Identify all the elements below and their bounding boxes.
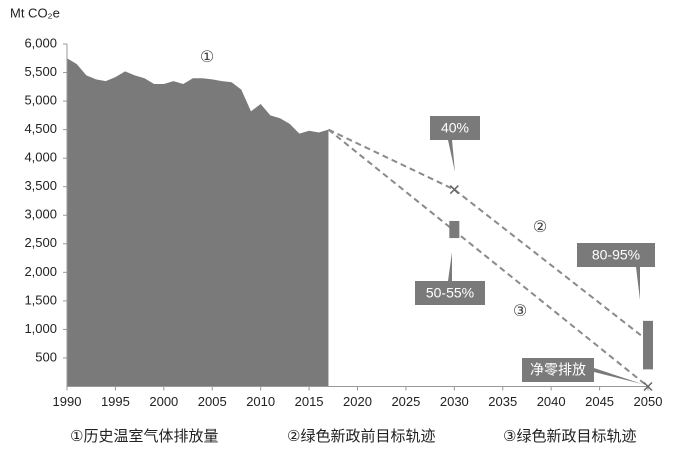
- callout-text: 80-95%: [592, 247, 640, 263]
- y-tick-label: 500: [35, 349, 57, 364]
- x-tick-label: 2035: [488, 394, 517, 409]
- y-tick-label: 2,500: [24, 235, 57, 250]
- callout-pointer: [448, 140, 455, 172]
- x-tick-label: 2015: [295, 394, 324, 409]
- y-tick-label: 5,000: [24, 93, 57, 108]
- x-tick-label: 2025: [391, 394, 420, 409]
- x-tick-label: 2045: [585, 394, 614, 409]
- point-marker: [449, 185, 459, 195]
- point-marker: [643, 381, 653, 392]
- y-tick-label: 1,000: [24, 321, 57, 336]
- x-tick-label: 2030: [440, 394, 469, 409]
- y-tick-label: 4,500: [24, 121, 57, 136]
- y-tick-label: 5,500: [24, 64, 57, 79]
- y-tick-label: 2,000: [24, 264, 57, 279]
- callout-box: [415, 281, 485, 305]
- series-tag: ③: [513, 303, 527, 320]
- x-tick-label: 2040: [537, 394, 566, 409]
- legend-entry: ③绿色新政目标轨迹: [503, 428, 636, 445]
- x-tick-label: 1995: [101, 394, 130, 409]
- callout-box: [522, 358, 594, 382]
- x-tick-label: 2020: [343, 394, 372, 409]
- y-tick-label: 6,000: [24, 35, 57, 50]
- callout-text: 50-55%: [426, 285, 474, 301]
- x-tick-label: 2010: [246, 394, 275, 409]
- series-tag: ②: [533, 219, 547, 236]
- x-tick-label: 2050: [634, 394, 663, 409]
- legend-entry: ①历史温室气体排放量: [70, 428, 218, 445]
- y-axis-label: Mt CO₂e: [10, 5, 60, 20]
- range-bar: [643, 320, 653, 370]
- y-tick-label: 3,500: [24, 178, 57, 193]
- callout-box: [577, 243, 655, 267]
- callout-pointer: [448, 252, 452, 281]
- callout-box: [430, 116, 480, 140]
- y-tick-label: 3,000: [24, 207, 57, 222]
- range-bar: [449, 220, 460, 239]
- legend-entry: ②绿色新政前目标轨迹: [287, 428, 435, 445]
- trajectory-line: [327, 128, 649, 388]
- x-tick-label: 2005: [198, 394, 227, 409]
- area: [67, 58, 329, 387]
- callout-text: 净零排放: [530, 362, 586, 378]
- series-tag: ①: [200, 49, 214, 66]
- callout-pointer: [594, 368, 642, 384]
- x-tick-label: 2000: [149, 394, 178, 409]
- x-tick-label: 1990: [53, 394, 82, 409]
- y-tick-label: 4,000: [24, 150, 57, 165]
- y-tick-label: 1,500: [24, 292, 57, 307]
- callout-pointer: [636, 267, 640, 300]
- trajectory-line: [328, 128, 649, 342]
- callout-text: 40%: [441, 120, 469, 136]
